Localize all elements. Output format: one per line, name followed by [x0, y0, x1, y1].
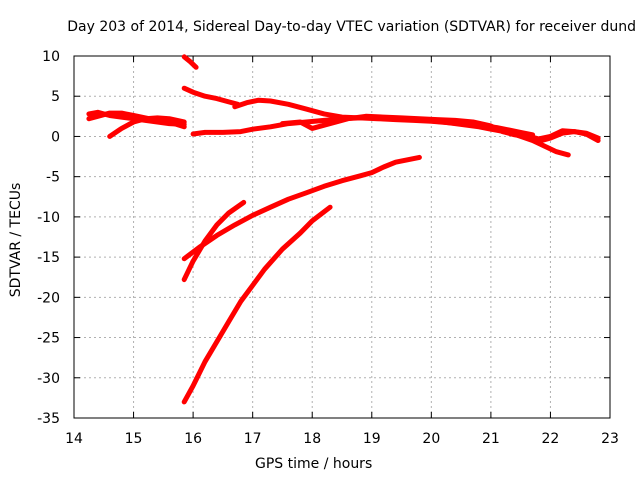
x-tick-label: 19 — [363, 431, 381, 447]
y-tick-label: -25 — [37, 331, 60, 347]
series-line-arc-9 — [476, 121, 601, 144]
y-tick-label: -35 — [37, 411, 60, 427]
y-tick-label: -5 — [46, 170, 60, 186]
chart-title: Day 203 of 2014, Sidereal Day-to-day VTE… — [67, 19, 636, 35]
y-tick-label: 5 — [51, 89, 60, 105]
x-tick-label: 17 — [244, 431, 262, 447]
x-tick-label: 14 — [65, 431, 83, 447]
y-tick-label: -10 — [37, 210, 60, 226]
x-tick-label: 15 — [125, 431, 143, 447]
series-line-arc-2 — [86, 110, 187, 130]
x-axis-label: GPS time / hours — [255, 456, 373, 472]
x-tick-label: 16 — [184, 431, 202, 447]
series-line-arc-5 — [181, 54, 199, 70]
series-line-arc-12 — [181, 204, 333, 405]
axis-ticks: 14 15 16 17 18 19 20 21 22 23 -35 -30 -25 -20 -15 -10 -5… — [37, 49, 619, 447]
grid-lines — [74, 56, 610, 418]
y-axis-label: SDTVAR / TECUs — [8, 182, 24, 298]
y-tick-label: -15 — [37, 250, 60, 266]
series-line-arc-3 — [107, 115, 187, 139]
series-line-arc-4 — [181, 85, 241, 107]
series-line-arc-10 — [181, 154, 422, 262]
y-tick-label: 0 — [51, 129, 60, 145]
x-tick-label: 23 — [601, 431, 619, 447]
x-tick-label: 18 — [303, 431, 321, 447]
x-tick-label: 20 — [422, 431, 440, 447]
x-tick-label: 22 — [542, 431, 560, 447]
y-tick-label: -30 — [37, 371, 60, 387]
y-tick-label: -20 — [37, 290, 60, 306]
series-line-arc-11 — [181, 199, 247, 283]
y-tick-label: 10 — [42, 49, 60, 65]
x-tick-label: 21 — [482, 431, 500, 447]
plot-frame — [73, 55, 611, 419]
data-series — [86, 54, 601, 405]
